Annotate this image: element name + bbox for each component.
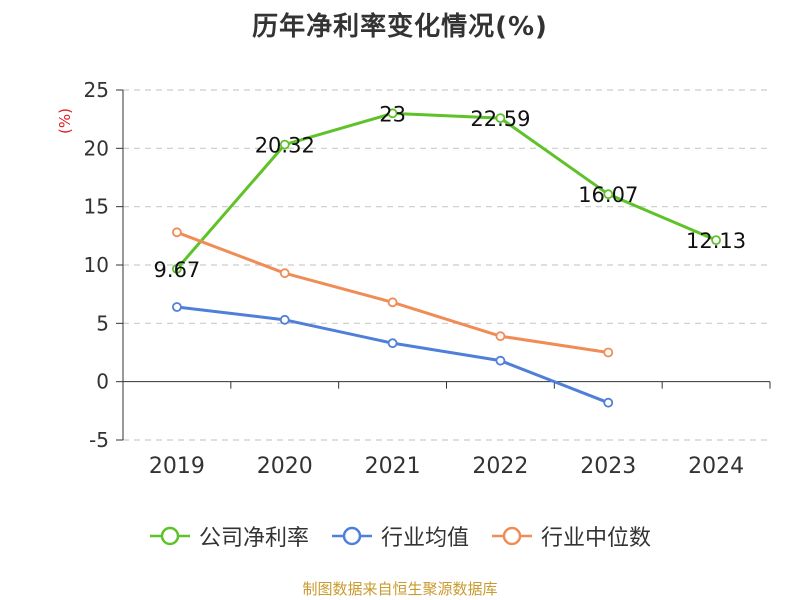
legend-label: 公司净利率 bbox=[198, 526, 309, 551]
data-label: 9.67 bbox=[154, 258, 201, 282]
y-tick-label: 10 bbox=[84, 253, 109, 277]
data-point[interactable] bbox=[279, 314, 290, 325]
y-tick-label: 25 bbox=[84, 78, 109, 102]
x-tick-label: 2019 bbox=[149, 454, 205, 479]
data-point[interactable] bbox=[603, 347, 614, 358]
legend-marker-icon bbox=[331, 526, 372, 546]
data-point[interactable] bbox=[172, 263, 182, 274]
y-tick-label: 0 bbox=[96, 370, 109, 394]
data-point[interactable] bbox=[387, 108, 398, 119]
data-label: 20.32 bbox=[255, 134, 315, 158]
data-labels: 9.67 20.32 23 22.59 16.07 12.13 bbox=[154, 102, 747, 282]
data-source-note: 制图数据来自恒生聚源数据库 bbox=[302, 580, 498, 598]
legend: 公司净利率 行业均值 行业中位数 bbox=[0, 518, 800, 554]
legend-marker-icon bbox=[149, 526, 190, 546]
series-line-0 bbox=[175, 111, 717, 270]
data-point[interactable] bbox=[387, 297, 398, 308]
data-label: 22.59 bbox=[470, 107, 530, 131]
data-point[interactable] bbox=[172, 302, 182, 312]
series-lines bbox=[172, 108, 721, 408]
series-line-1 bbox=[176, 305, 609, 405]
legend-item-company-net-margin[interactable]: 公司净利率 bbox=[149, 520, 309, 552]
x-tick-label: 2022 bbox=[472, 454, 528, 479]
data-point[interactable] bbox=[279, 268, 290, 279]
data-point[interactable] bbox=[495, 355, 506, 366]
chart-title: 历年净利率变化情况(%) bbox=[252, 12, 548, 42]
y-tick-label: 5 bbox=[96, 311, 109, 335]
data-point[interactable] bbox=[279, 139, 290, 150]
legend-item-industry-median[interactable]: 行业中位数 bbox=[491, 520, 651, 552]
axes: 25 20 15 10 5 0 -5 2019 2020 2021 2022 2023 2024 bbox=[84, 78, 771, 479]
data-label: 23 bbox=[379, 102, 406, 126]
data-point[interactable] bbox=[711, 235, 721, 246]
y-tick-label: 15 bbox=[84, 195, 109, 219]
data-point[interactable] bbox=[495, 113, 506, 124]
legend-label: 行业均值 bbox=[380, 526, 469, 551]
data-label: 16.07 bbox=[578, 183, 638, 207]
y-tick-label: 20 bbox=[84, 136, 109, 160]
x-tick-label: 2023 bbox=[580, 454, 636, 479]
x-tick-label: 2024 bbox=[688, 454, 744, 479]
data-label: 12.13 bbox=[686, 229, 746, 253]
y-tick-label: -5 bbox=[89, 428, 109, 452]
data-point[interactable] bbox=[387, 338, 398, 349]
legend-label: 行业中位数 bbox=[541, 526, 652, 551]
legend-item-industry-mean[interactable]: 行业均值 bbox=[331, 520, 469, 552]
x-tick-label: 2020 bbox=[257, 454, 313, 479]
data-point[interactable] bbox=[603, 397, 614, 408]
data-point[interactable] bbox=[603, 189, 614, 200]
x-tick-label: 2021 bbox=[365, 454, 421, 479]
data-point[interactable] bbox=[172, 227, 182, 238]
series-line-2 bbox=[176, 230, 609, 354]
legend-marker-icon bbox=[492, 526, 532, 546]
data-point[interactable] bbox=[495, 331, 506, 342]
grid-lines bbox=[123, 89, 770, 441]
